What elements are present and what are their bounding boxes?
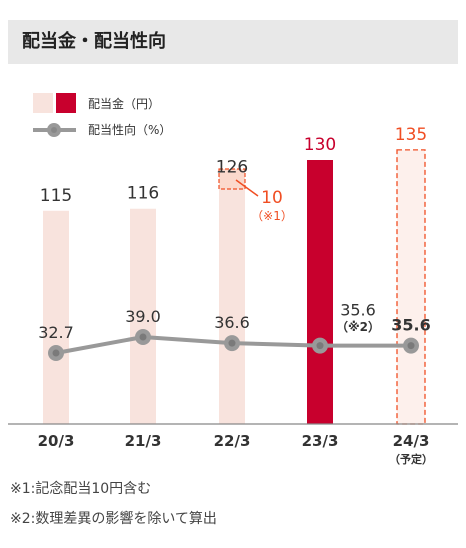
- dividend-value-label-3: 130: [304, 135, 336, 155]
- dividend-value-label-1: 116: [127, 184, 159, 204]
- bar-series: [43, 149, 426, 425]
- payout-line-series: [48, 329, 419, 361]
- x-tick-sublabel-4: （予定）: [389, 452, 433, 466]
- bar-1: [130, 208, 156, 424]
- annotations: 10（※1） （※2）: [218, 168, 380, 334]
- x-tick-label-0: 20/3: [38, 432, 75, 450]
- dividend-value-label-2: 126: [216, 157, 248, 177]
- payout-point-inner-1: [139, 333, 147, 341]
- section-title: 配当金・配当性向: [22, 31, 166, 52]
- legend-bar-past-swatch: [33, 93, 53, 113]
- payout-point-inner-0: [52, 349, 60, 357]
- x-tick-label-1: 21/3: [125, 432, 162, 450]
- legend-dividend-label: 配当金（円）: [88, 96, 160, 111]
- legend: 配当金（円） 配当性向（%）: [33, 93, 171, 137]
- annotation-leader: [235, 179, 259, 197]
- payout-value-label-3: 35.6: [340, 301, 376, 320]
- value-labels: 115 116 126 130 135 32.7 39.0 36.6 35.6 35.6: [38, 125, 431, 342]
- x-tick-label-4: 24/3: [393, 432, 430, 450]
- payout-point-inner-3: [316, 342, 324, 350]
- x-tick-label-3: 23/3: [302, 432, 339, 450]
- dividend-chart: 配当金（円） 配当性向（%） 10（※1） （※2） 115 116 126 130 13…: [8, 93, 458, 466]
- bar-0: [43, 210, 69, 424]
- payout-point-inner-2: [228, 339, 236, 347]
- payout-value-label-1: 39.0: [125, 307, 161, 326]
- x-tick-label-2: 22/3: [214, 432, 251, 450]
- payout-point-inner-4: [407, 342, 415, 350]
- payout-value-label-0: 32.7: [38, 323, 74, 342]
- bar-3: [307, 160, 333, 424]
- payout-value-label-2: 36.6: [214, 313, 250, 332]
- bar-2: [219, 182, 245, 424]
- section-header: 配当金・配当性向: [8, 20, 458, 64]
- legend-marker-swatch-inner: [51, 127, 57, 133]
- legend-payout-label: 配当性向（%）: [88, 122, 171, 137]
- payout-value-label-4: 35.6: [391, 316, 430, 335]
- commemorative-dividend-note: （※1）: [251, 209, 293, 223]
- bar-4: [396, 149, 426, 425]
- footnote-1: ※1:記念配当10円含む: [10, 481, 152, 497]
- legend-bar-current-swatch: [56, 93, 76, 113]
- dividend-value-label-0: 115: [40, 186, 72, 206]
- x-tick-labels: 20/3 21/3 22/3 23/3 24/3 （予定）: [38, 432, 433, 466]
- payout-note-label: （※2）: [336, 319, 380, 334]
- footnote-2: ※2:数理差異の影響を除いて算出: [10, 511, 217, 527]
- commemorative-dividend-label: 10: [261, 188, 283, 208]
- commemorative-dividend-box: [218, 168, 246, 190]
- dividend-value-label-4: 135: [395, 125, 427, 145]
